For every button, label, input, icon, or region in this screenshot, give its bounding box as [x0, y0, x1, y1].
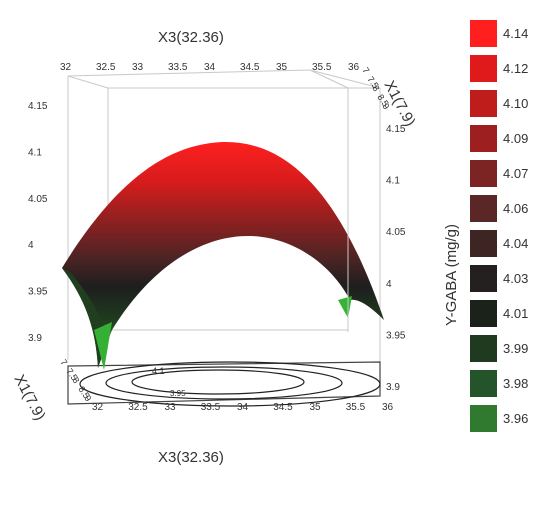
contour-outer: [79, 361, 381, 407]
legend-swatch: [470, 230, 497, 257]
legend-label: 4.07: [503, 166, 529, 181]
legend-entry: 4.01: [470, 300, 550, 327]
contour-mid: [105, 366, 343, 400]
z-tick-left: 4: [28, 240, 34, 251]
z-tick-right: 3.9: [386, 382, 400, 393]
z-tick-right: 4.15: [386, 124, 406, 135]
x-tick-bottom: 33: [165, 402, 177, 413]
x-tick-top: 35.5: [312, 62, 332, 73]
x-tick-top: 32: [60, 62, 72, 73]
x-tick-top: 33.5: [168, 62, 188, 73]
z-tick-right: 3.95: [386, 330, 406, 341]
legend-swatch: [470, 265, 497, 292]
x-tick-bottom: 32.5: [128, 402, 148, 413]
legend-entry: 3.98: [470, 370, 550, 397]
x-tick-bottom: 36: [382, 402, 394, 413]
depth-tick-bottom: 8: [70, 375, 81, 385]
z-tick-left: 4.15: [28, 101, 48, 112]
z-tick-right: 4.05: [386, 227, 406, 238]
contour-inner: [131, 369, 305, 395]
contour-label-a: 4.1: [152, 366, 165, 376]
z-tick-right: 4.1: [386, 176, 400, 187]
legend-label: 4.04: [503, 236, 529, 251]
x-tick-bottom: 32: [92, 402, 104, 413]
x-tick-bottom: 34.5: [273, 402, 293, 413]
surface-left-tip: [94, 322, 112, 370]
legend-label: 3.99: [503, 341, 529, 356]
surface-right-tip: [338, 296, 352, 318]
legend-entry: 4.09: [470, 125, 550, 152]
depth-tick-top: 9: [380, 101, 391, 111]
x-tick-top: 33: [132, 62, 144, 73]
x-tick-top: 35: [276, 62, 288, 73]
legend-swatch: [470, 335, 497, 362]
legend-swatch: [470, 125, 497, 152]
legend-swatch: [470, 90, 497, 117]
x-tick-bottom: 35.5: [346, 402, 366, 413]
z-tick-right: 4: [386, 279, 392, 290]
z-tick-left: 3.95: [28, 287, 48, 298]
top-axis-title: X3(32.36): [158, 29, 224, 46]
legend-entry: 4.07: [470, 160, 550, 187]
x-tick-bottom: 34: [237, 402, 249, 413]
legend-swatch: [470, 370, 497, 397]
legend-entry: 4.03: [470, 265, 550, 292]
legend-label: 4.09: [503, 131, 529, 146]
x-tick-bottom: 33.5: [201, 402, 221, 413]
x-tick-top: 34: [204, 62, 216, 73]
x-tick-top: 32.5: [96, 62, 116, 73]
legend-swatch: [470, 160, 497, 187]
surface-left-drop: [62, 268, 108, 368]
contour-label-b: 3.95: [170, 389, 186, 398]
legend-label: 4.10: [503, 96, 529, 111]
legend-label: 4.06: [503, 201, 529, 216]
legend-entry: 4.10: [470, 90, 550, 117]
legend-label: 4.14: [503, 26, 529, 41]
x-tick-bottom: 35: [310, 402, 322, 413]
depth-axis-title-bottom: X1(7.9): [10, 372, 48, 423]
x-tick-top: 36: [348, 62, 360, 73]
depth-tick-bottom: 7: [58, 357, 69, 367]
legend-label: 3.96: [503, 411, 529, 426]
surface-plot: 4.1 3.95 32 32.5 33 33.5 34 34.5 35 35.5 36 32 32.…: [10, 29, 460, 466]
legend-entry: 4.14: [470, 20, 550, 47]
legend-label: 4.03: [503, 271, 529, 286]
depth-tick-bottom: 9: [82, 393, 93, 403]
z-tick-left: 4.1: [28, 147, 42, 158]
surface-main: [62, 141, 384, 368]
legend-entry: 4.12: [470, 55, 550, 82]
legend-entry: 3.96: [470, 405, 550, 432]
legend-swatch: [470, 405, 497, 432]
legend-swatch: [470, 195, 497, 222]
legend-swatch: [470, 300, 497, 327]
legend-entry: 4.06: [470, 195, 550, 222]
z-axis-title: Y-GABA (mg/g): [443, 224, 460, 326]
depth-tick-top: 7: [360, 65, 371, 75]
legend-label: 3.98: [503, 376, 529, 391]
legend-swatch: [470, 55, 497, 82]
x-tick-top: 34.5: [240, 62, 260, 73]
response-surface: [62, 141, 384, 370]
z-tick-left: 4.05: [28, 194, 48, 205]
bottom-axis-title: X3(32.36): [158, 449, 224, 466]
legend-label: 4.01: [503, 306, 529, 321]
color-legend: 4.14 4.12 4.10 4.09 4.07 4.06 4.04 4.03 4.01 3.99…: [470, 20, 550, 440]
legend-label: 4.12: [503, 61, 529, 76]
legend-swatch: [470, 20, 497, 47]
z-tick-left: 3.9: [28, 333, 42, 344]
legend-entry: 4.04: [470, 230, 550, 257]
axis-labels: 32 32.5 33 33.5 34 34.5 35 35.5 36 32 32.5 33 33.5 34…: [28, 62, 406, 413]
contour-floor: 4.1 3.95: [67, 361, 381, 407]
depth-tick-top: 8: [370, 83, 381, 93]
legend-entry: 3.99: [470, 335, 550, 362]
